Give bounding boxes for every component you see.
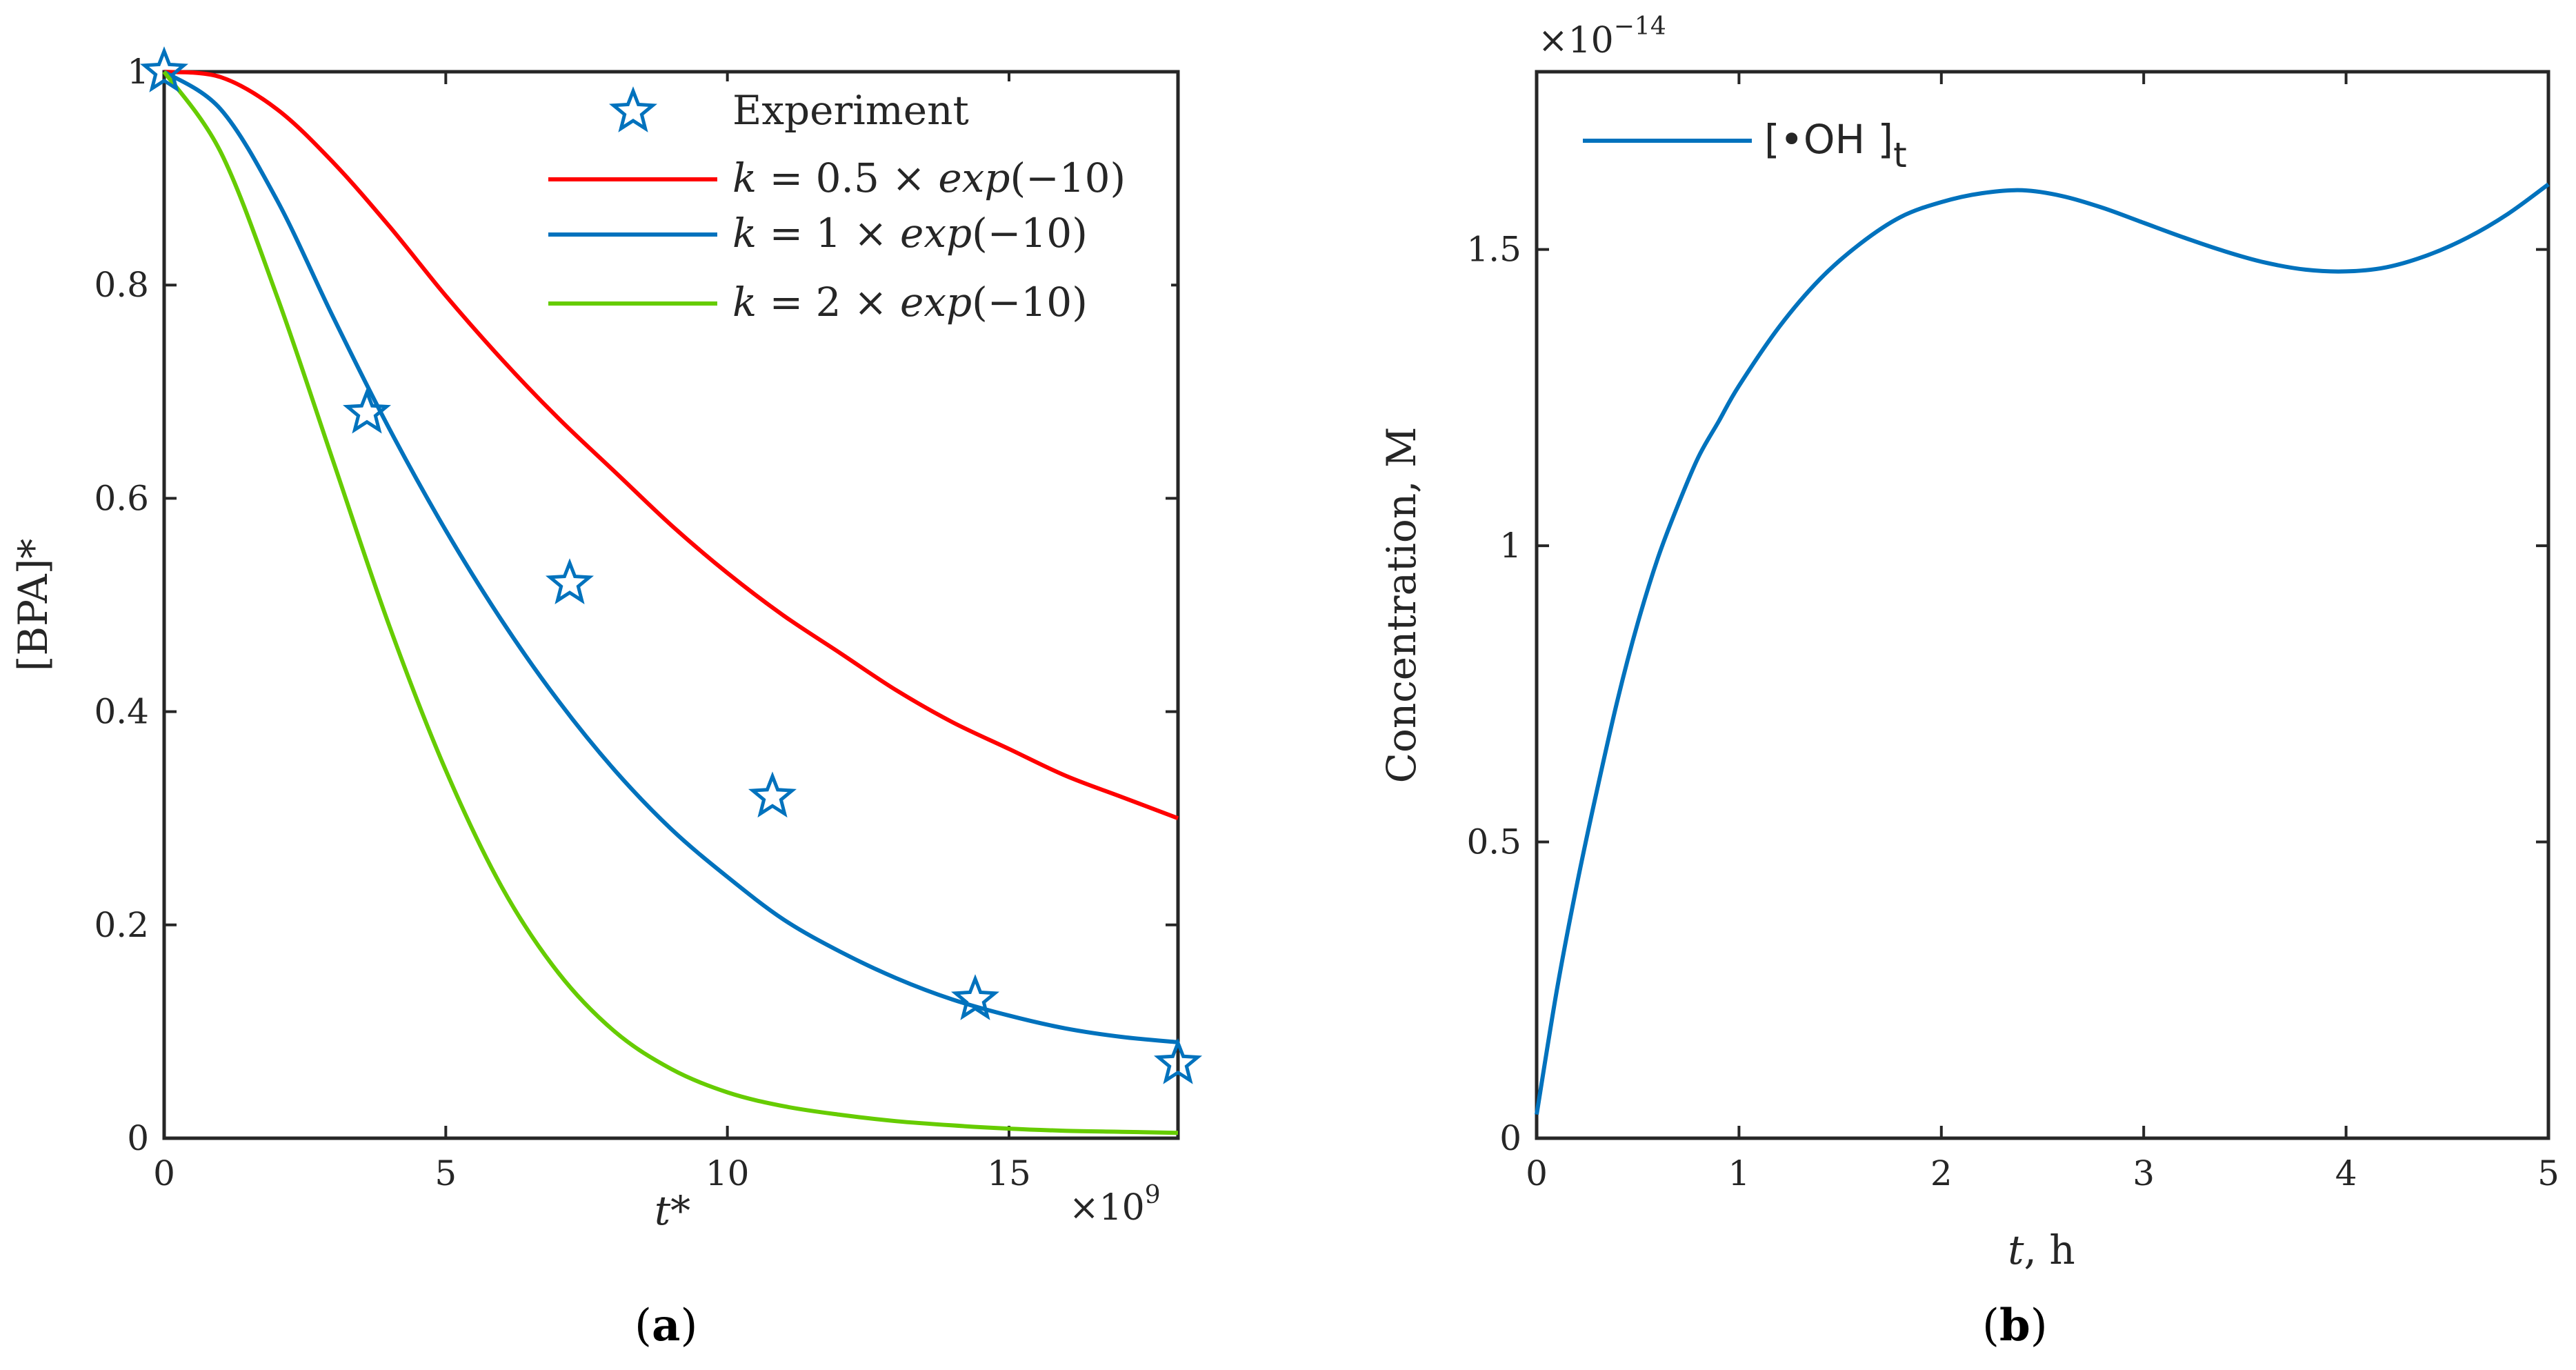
panel-a-experiment-point [1153,1038,1203,1084]
legend-k05-eq: = 0.5 × [757,155,938,201]
legend-label-experiment: Experiment [732,87,969,134]
panel-b-caption: (b) [1982,1300,2048,1351]
panel-a-ytick-label: 0.6 [94,478,149,518]
panel-b-xtick-label: 2 [1930,1153,1953,1193]
panel-b-caption-open: ( [1982,1300,1999,1351]
panel-a-experiment-point [342,387,392,434]
panel-b-xlabel: t, h [2008,1227,2075,1273]
panel-a-xtick-label: 10 [706,1153,750,1193]
panel-a-chart: 0 5 10 15 0 0.2 0.4 0.6 0.8 1 [BPA]* t* ×109 Expe… [10,46,1203,1351]
panel-a-caption: (a) [635,1300,697,1351]
panel-a-ytick-label: 0 [127,1118,149,1158]
panel-b-ytick-label: 0 [1499,1118,1521,1158]
panel-b-xlabel-unit: , h [2024,1227,2075,1273]
legend-k1-var: k [732,210,757,257]
panel-b-series-line-0 [1535,182,2550,1115]
legend-k05-var: k [732,155,757,201]
legend-k05-fn: exp [938,155,1010,201]
panel-a-caption-open: ( [635,1300,652,1351]
legend-label-k05: k = 0.5 × exp(−10) [732,155,1126,201]
panel-a-series-line-2 [163,70,1179,1044]
panel-a-ylabel: [BPA]* [10,539,57,671]
legend-k2-arg: (−10) [972,279,1088,326]
panel-a-experiment-point [545,558,595,604]
panel-b-legend: [•OH ]t [1583,116,1907,175]
panel-b-xtick-label: 3 [2133,1153,2155,1193]
panel-a-experiment-point [139,46,189,92]
panel-a-experiment-point [748,771,797,818]
panel-a-caption-letter: a [652,1300,680,1351]
panel-a-xlabel: t* [655,1187,690,1234]
panel-a-ytick-label: 1 [127,52,149,92]
legend-label-oh: [•OH ]t [1764,116,1907,175]
panel-b-ytick-label: 1 [1499,526,1521,566]
panel-a-experiment-point [950,974,1000,1020]
panel-a-xtick-label: 5 [435,1153,457,1193]
panel-a-x-multiplier-base: ×10 [1069,1187,1145,1229]
panel-a-x-multiplier-exponent: 9 [1145,1181,1161,1209]
panel-a-series-line-1 [163,70,1179,821]
panel-b-xtick-label: 4 [2335,1153,2357,1193]
legend-k1-eq: = 1 × [757,210,900,257]
panel-b-ytick-label: 1.5 [1466,230,1521,270]
legend-k1-arg: (−10) [972,210,1088,257]
panel-b-ytick-label: 0.5 [1466,822,1521,862]
panel-b-caption-close: ) [2030,1300,2048,1351]
panel-b-plot-area [1535,70,2550,1140]
legend-k2-eq: = 2 × [757,279,900,326]
panel-a-x-multiplier: ×109 [1069,1181,1161,1229]
legend-k2-fn: exp [900,279,972,326]
panel-a-caption-close: ) [680,1300,697,1351]
legend-k1-fn: exp [900,210,972,257]
legend-label-k2: k = 2 × exp(−10) [732,279,1088,326]
panel-b-y-multiplier-base: ×10 [1538,20,1614,61]
panel-b-chart: 0 1 2 3 4 500.511.5 Concentration, M t, h ×10… [1378,12,2559,1351]
legend-k05-arg: (−10) [1010,155,1126,201]
panel-a-xtick-label: 0 [153,1153,175,1193]
panel-a-series-line-3 [162,70,1179,1135]
panel-b-y-multiplier-exponent: −14 [1614,12,1666,41]
panel-b-y-multiplier: ×10−14 [1538,12,1666,61]
panel-b-xtick-label: 5 [2537,1153,2559,1193]
panel-b-caption-letter: b [1999,1300,2030,1351]
legend-oh-sub: t [1893,135,1907,175]
legend-marker-experiment [608,86,658,132]
panel-a-ytick-label: 0.4 [94,692,149,732]
panel-a-xtick-label: 15 [987,1153,1031,1193]
panel-b-ylabel: Concentration, M [1378,427,1425,784]
legend-oh-main: [•OH ] [1764,116,1893,163]
panel-a-legend: Experiment k = 0.5 × exp(−10) k = 1 × ex… [538,81,1171,350]
panel-b-xlabel-var: t [2008,1227,2024,1273]
panel-b-xtick-label: 0 [1526,1153,1548,1193]
panel-a-ytick-label: 0.8 [94,265,149,305]
panel-a-ytick-label: 0.2 [94,905,149,945]
legend-k2-var: k [732,279,757,326]
panel-b-xtick-label: 1 [1728,1153,1750,1193]
legend-label-k1: k = 1 × exp(−10) [732,210,1088,257]
